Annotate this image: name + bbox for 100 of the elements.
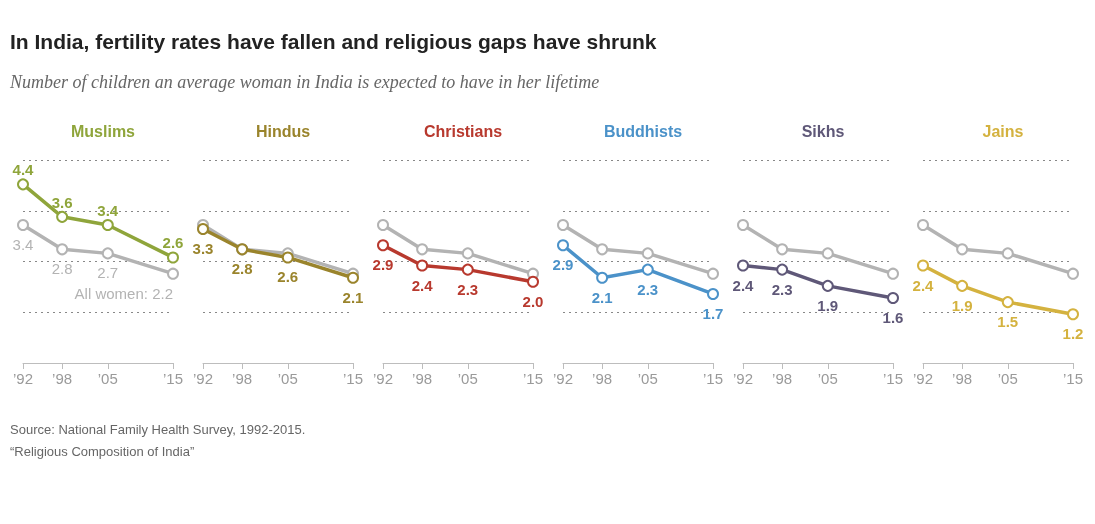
data-label: 3.4 <box>97 201 119 219</box>
data-label: 2.3 <box>771 280 793 298</box>
data-label: 1.9 <box>817 296 839 314</box>
point <box>641 263 654 276</box>
point <box>887 292 899 305</box>
text: Muslims <box>70 122 136 140</box>
point <box>707 287 719 300</box>
point <box>557 218 569 231</box>
data-label: 1.5 <box>997 313 1019 331</box>
x-tick-label: ’98 <box>952 370 973 387</box>
point <box>821 247 834 260</box>
point <box>596 271 609 284</box>
x-tick-label: ’98 <box>52 370 73 387</box>
x-tick-label: ’05 <box>457 370 478 387</box>
point <box>377 218 389 231</box>
x-tick-label: ’15 <box>522 370 544 387</box>
x-tick-label: ’98 <box>772 370 793 387</box>
x-tick-label: ’92 <box>12 370 34 387</box>
data-label: All women: 2.2 <box>74 284 173 302</box>
data-label: 2.7 <box>97 264 119 282</box>
x-tick-label: ’15 <box>1062 370 1084 387</box>
point <box>101 247 114 260</box>
point <box>377 239 389 252</box>
point <box>707 267 719 280</box>
data-label: 3.4 <box>12 235 34 253</box>
source-note: Source: National Family Health Survey, 1992-2015. <box>10 422 306 437</box>
data-label: 1.6 <box>882 309 904 327</box>
data-label: 1.2 <box>1062 325 1084 343</box>
data-label: 3.3 <box>192 240 214 258</box>
point <box>527 275 539 288</box>
data-label: 2.1 <box>342 288 364 306</box>
text: Christians <box>423 122 503 140</box>
text: Number of children an average woman in India is expected to have in her lifetime <box>10 72 600 93</box>
point <box>641 247 654 260</box>
data-label: 4.4 <box>12 161 35 179</box>
point <box>737 218 749 231</box>
x-tick-label: ’92 <box>552 370 574 387</box>
x-tick-label: ’05 <box>997 370 1018 387</box>
data-label: 2.8 <box>51 260 73 278</box>
x-tick-label: ’05 <box>817 370 838 387</box>
point <box>1067 267 1079 280</box>
point <box>167 251 179 264</box>
x-tick-label: ’92 <box>372 370 394 387</box>
point <box>956 279 969 292</box>
x-tick-label: ’05 <box>637 370 658 387</box>
point <box>17 218 29 231</box>
text: In India, fertility rates have fallen and religious gaps have shrunk <box>10 30 657 54</box>
text: Jains <box>982 122 1024 140</box>
x-tick-label: ’92 <box>912 370 934 387</box>
x-tick-label: ’92 <box>192 370 214 387</box>
point <box>596 243 609 256</box>
point <box>56 210 69 223</box>
data-label: 2.4 <box>411 276 434 294</box>
point <box>197 223 209 236</box>
point <box>56 243 69 256</box>
x-tick-label: ’92 <box>732 370 754 387</box>
point <box>461 247 474 260</box>
point <box>1001 247 1014 260</box>
text: “Religious Composition of India” <box>10 444 195 459</box>
data-label: 1.7 <box>702 304 724 322</box>
point <box>1067 308 1079 321</box>
point <box>347 271 359 284</box>
point <box>461 263 474 276</box>
point <box>281 251 294 264</box>
point <box>167 267 179 280</box>
point <box>821 279 834 292</box>
x-tick-label: ’15 <box>162 370 184 387</box>
point <box>17 178 29 191</box>
point <box>887 267 899 280</box>
data-label: 2.3 <box>637 280 659 298</box>
data-label: 2.0 <box>522 292 544 310</box>
point <box>956 243 969 256</box>
point <box>776 243 789 256</box>
point <box>416 243 429 256</box>
data-label: 2.9 <box>552 256 574 274</box>
point <box>416 259 429 272</box>
data-label: 2.1 <box>591 288 613 306</box>
text: Sikhs <box>801 122 845 140</box>
x-tick-label: ’15 <box>882 370 904 387</box>
x-tick-label: ’98 <box>232 370 253 387</box>
text: Hindus <box>255 122 311 140</box>
x-tick-label: ’98 <box>412 370 433 387</box>
x-tick-label: ’15 <box>702 370 724 387</box>
data-label: 2.6 <box>162 234 184 252</box>
data-label: 2.8 <box>231 260 253 278</box>
x-tick-label: ’98 <box>592 370 613 387</box>
x-tick-label: ’05 <box>97 370 118 387</box>
data-label: 2.4 <box>912 276 935 294</box>
x-tick-label: ’05 <box>277 370 298 387</box>
text: Buddhists <box>603 122 683 140</box>
data-label: 2.4 <box>732 276 755 294</box>
point <box>917 218 929 231</box>
point <box>557 239 569 252</box>
data-label: 2.6 <box>277 268 299 286</box>
data-label: 3.6 <box>51 193 73 211</box>
data-label: 2.9 <box>372 256 394 274</box>
x-tick-label: ’15 <box>342 370 364 387</box>
data-label: 1.9 <box>951 296 973 314</box>
point <box>101 218 114 231</box>
point <box>737 259 749 272</box>
